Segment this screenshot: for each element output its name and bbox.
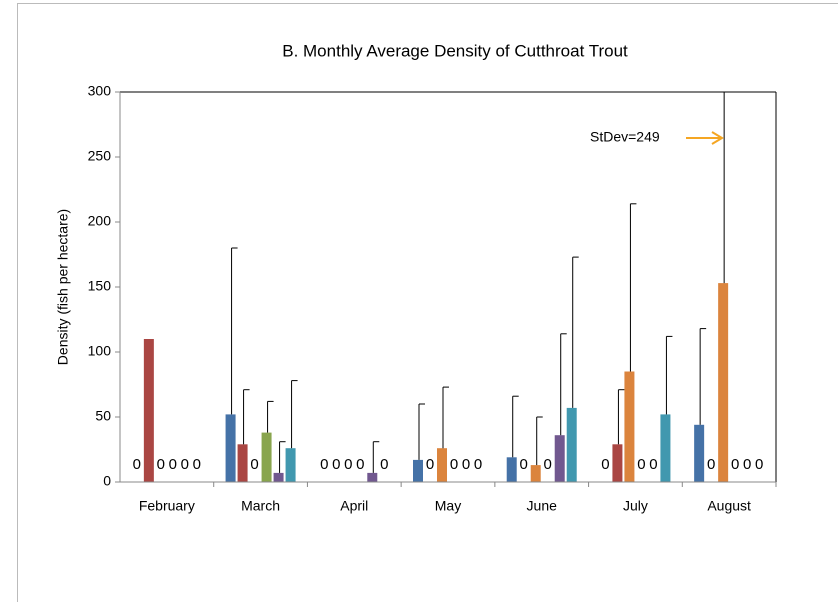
- data-label: 0: [169, 456, 177, 473]
- y-tick-label: 300: [88, 83, 112, 99]
- x-tick-label: May: [435, 498, 461, 514]
- y-tick-label: 0: [103, 473, 111, 489]
- data-label: 0: [344, 456, 352, 473]
- data-label: 0: [649, 456, 657, 473]
- annotation: StDev=249: [590, 129, 660, 145]
- bar: [367, 473, 377, 482]
- bar: [226, 414, 236, 482]
- data-label: 0: [133, 456, 141, 473]
- bar: [238, 444, 248, 482]
- data-label: 0: [707, 456, 715, 473]
- data-label: 0: [462, 456, 470, 473]
- bar: [144, 339, 154, 482]
- y-tick-label: 250: [88, 148, 112, 164]
- bar: [413, 460, 423, 482]
- data-label: 0: [520, 456, 528, 473]
- data-label: 0: [380, 456, 388, 473]
- data-label: 0: [426, 456, 434, 473]
- bar: [531, 465, 541, 482]
- data-label: 0: [450, 456, 458, 473]
- x-tick-label: April: [340, 498, 368, 514]
- bar: [624, 372, 634, 483]
- bar: [612, 444, 622, 482]
- bar: [286, 448, 296, 482]
- bar: [660, 414, 670, 482]
- data-label: 0: [474, 456, 482, 473]
- data-label: 0: [356, 456, 364, 473]
- data-label: 0: [181, 456, 189, 473]
- data-label: 0: [544, 456, 552, 473]
- bar: [694, 425, 704, 482]
- x-tick-label: July: [623, 498, 648, 514]
- data-label: 0: [755, 456, 763, 473]
- x-tick-label: August: [707, 498, 751, 514]
- y-axis-label: Density (fish per hectare): [55, 209, 71, 365]
- plot-area: [144, 0, 730, 482]
- bar: [567, 408, 577, 482]
- data-label: 0: [157, 456, 165, 473]
- y-tick-label: 150: [88, 278, 112, 294]
- data-label: 0: [250, 456, 258, 473]
- data-label: 0: [332, 456, 340, 473]
- bar: [262, 433, 272, 482]
- bar: [555, 435, 565, 482]
- bar: [437, 448, 447, 482]
- data-label: 0: [320, 456, 328, 473]
- data-label: 0: [193, 456, 201, 473]
- bar: [507, 457, 517, 482]
- bar: [274, 473, 284, 482]
- x-tick-label: February: [139, 498, 195, 514]
- data-label: 0: [601, 456, 609, 473]
- x-tick-label: June: [527, 498, 558, 514]
- y-tick-label: 100: [88, 343, 112, 359]
- data-label: 0: [731, 456, 739, 473]
- bar: [718, 283, 728, 482]
- y-tick-label: 50: [95, 408, 111, 424]
- y-tick-label: 200: [88, 213, 112, 229]
- x-tick-label: March: [241, 498, 280, 514]
- data-label: 0: [637, 456, 645, 473]
- data-label: 0: [743, 456, 751, 473]
- chart-title: B. Monthly Average Density of Cutthroat …: [282, 41, 628, 60]
